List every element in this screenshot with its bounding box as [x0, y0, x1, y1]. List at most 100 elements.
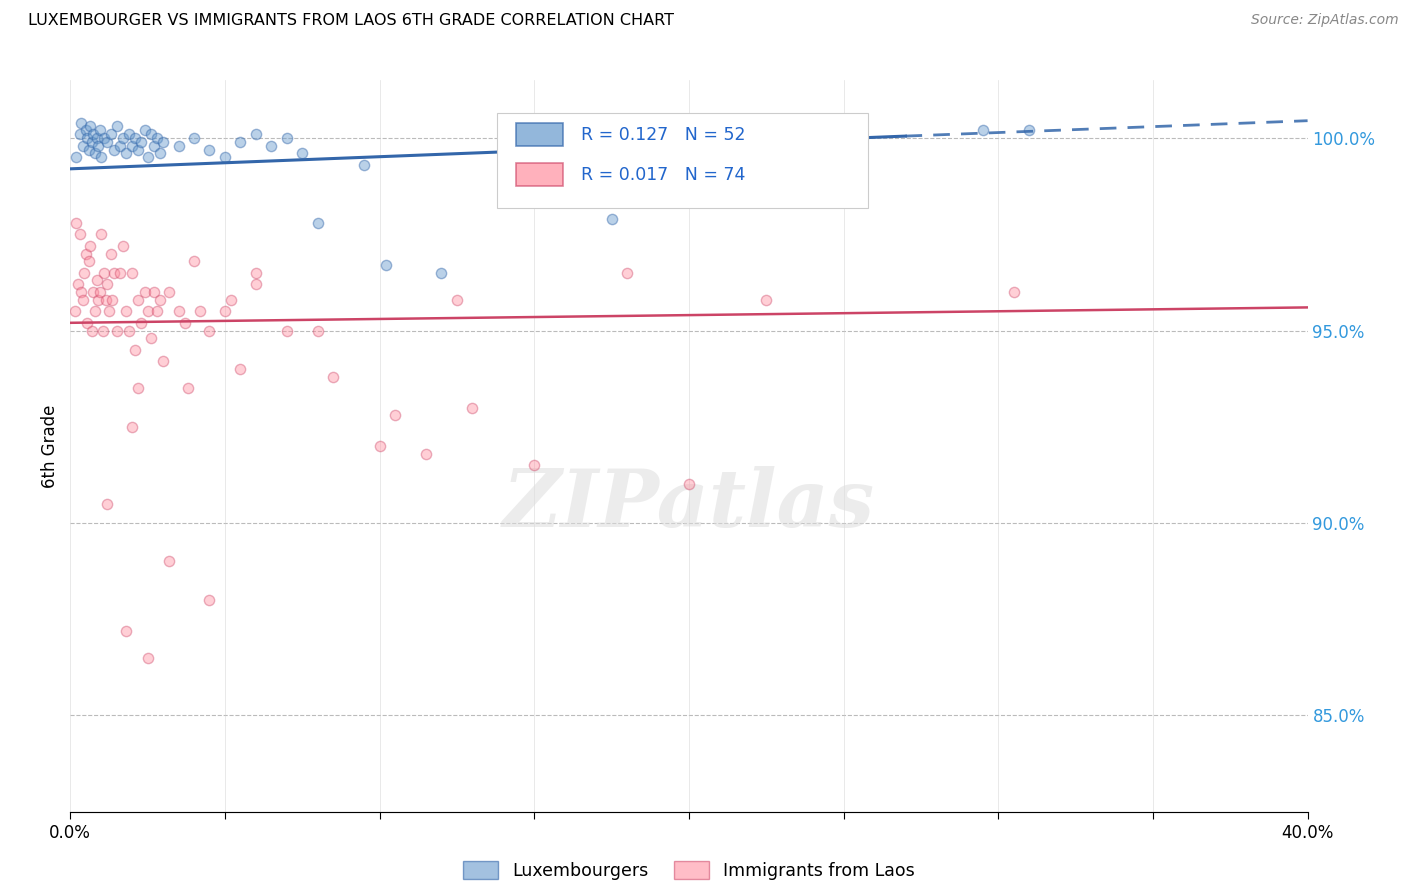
Point — [131, 316, 153, 330]
Point — [461, 401, 484, 415]
Point — [75, 123, 97, 137]
Text: R = 0.017   N = 74: R = 0.017 N = 74 — [581, 167, 745, 185]
Point — [82, 285, 105, 299]
Point — [93, 131, 115, 145]
Point — [96, 135, 118, 149]
Point — [152, 354, 174, 368]
Text: ZIPatlas: ZIPatlas — [503, 466, 875, 543]
Point — [108, 266, 131, 280]
Point — [142, 285, 165, 299]
Point — [173, 316, 195, 330]
Point — [1002, 285, 1025, 299]
Point — [260, 138, 283, 153]
Point — [76, 316, 98, 330]
Point — [89, 123, 111, 137]
Point — [79, 120, 101, 134]
Point — [101, 293, 124, 307]
Point — [89, 285, 111, 299]
Point — [157, 554, 180, 568]
Point — [245, 266, 267, 280]
Point — [146, 131, 169, 145]
Point — [79, 239, 101, 253]
Point — [276, 324, 298, 338]
Point — [75, 246, 97, 260]
Point — [291, 146, 314, 161]
Point — [121, 138, 143, 153]
Point — [77, 143, 100, 157]
Point — [139, 127, 162, 141]
Point — [127, 143, 149, 157]
Point — [131, 135, 153, 149]
Legend: Luxembourgers, Immigrants from Laos: Luxembourgers, Immigrants from Laos — [457, 855, 921, 888]
Point — [80, 135, 103, 149]
Point — [103, 266, 125, 280]
Point — [198, 324, 221, 338]
Point — [214, 150, 236, 164]
Point — [374, 258, 396, 272]
FancyBboxPatch shape — [516, 123, 562, 146]
Point — [96, 497, 118, 511]
Point — [229, 135, 252, 149]
Text: R = 0.127   N = 52: R = 0.127 N = 52 — [581, 126, 745, 145]
Point — [678, 477, 700, 491]
Point — [198, 143, 221, 157]
Point — [600, 211, 623, 226]
Point — [1018, 123, 1040, 137]
Point — [90, 150, 112, 164]
Point — [77, 254, 100, 268]
Point — [149, 146, 172, 161]
Point — [198, 593, 221, 607]
Point — [118, 127, 141, 141]
Point — [384, 408, 406, 422]
Point — [127, 293, 149, 307]
Point — [276, 131, 298, 145]
FancyBboxPatch shape — [498, 113, 869, 209]
Point — [84, 146, 107, 161]
Point — [142, 138, 165, 153]
Point — [415, 447, 437, 461]
Point — [183, 131, 205, 145]
Point — [245, 127, 267, 141]
Point — [118, 324, 141, 338]
Point — [167, 138, 190, 153]
Point — [177, 381, 200, 395]
Point — [430, 266, 453, 280]
Point — [70, 115, 93, 129]
Point — [93, 266, 115, 280]
Point — [70, 285, 93, 299]
Point — [69, 227, 91, 242]
Point — [446, 293, 468, 307]
Point — [108, 138, 131, 153]
Y-axis label: 6th Grade: 6th Grade — [41, 404, 59, 488]
Point — [82, 127, 105, 141]
Point — [73, 266, 96, 280]
Point — [167, 304, 190, 318]
Point — [136, 150, 159, 164]
Point — [80, 324, 103, 338]
Point — [124, 131, 146, 145]
Point — [136, 650, 159, 665]
Point — [183, 254, 205, 268]
Point — [115, 146, 138, 161]
Point — [87, 138, 110, 153]
Point — [152, 135, 174, 149]
Point — [69, 127, 91, 141]
Point — [90, 227, 112, 242]
Point — [848, 120, 870, 134]
Point — [136, 304, 159, 318]
Point — [188, 304, 211, 318]
Text: LUXEMBOURGER VS IMMIGRANTS FROM LAOS 6TH GRADE CORRELATION CHART: LUXEMBOURGER VS IMMIGRANTS FROM LAOS 6TH… — [28, 13, 673, 29]
Point — [115, 304, 138, 318]
Point — [157, 285, 180, 299]
Point — [214, 304, 236, 318]
Point — [72, 293, 94, 307]
Point — [103, 143, 125, 157]
Point — [307, 324, 329, 338]
Point — [72, 138, 94, 153]
Point — [149, 293, 172, 307]
Point — [322, 369, 344, 384]
Point — [353, 158, 375, 172]
Point — [87, 293, 110, 307]
Text: Source: ZipAtlas.com: Source: ZipAtlas.com — [1251, 13, 1399, 28]
Point — [105, 120, 128, 134]
